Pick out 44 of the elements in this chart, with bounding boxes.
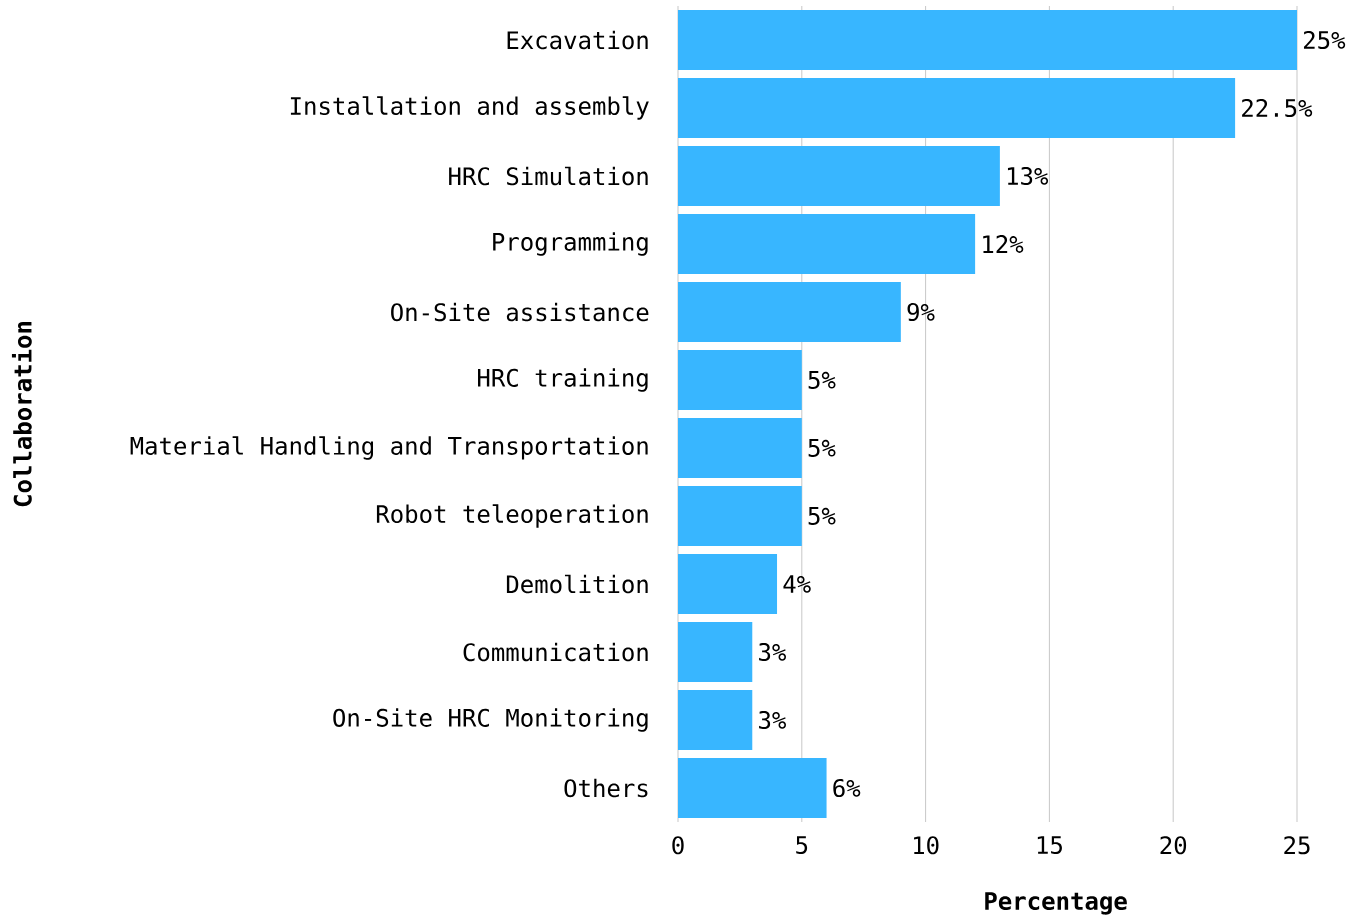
y-tick-label: On-Site HRC Monitoring <box>333 708 648 732</box>
y-tick-label: Material Handling and Transportation <box>130 436 648 460</box>
data-label: 4% <box>783 575 811 593</box>
x-tick-label: 20 <box>1160 836 1187 855</box>
bar <box>678 622 753 683</box>
bar <box>678 282 901 343</box>
y-tick-label: Excavation <box>507 30 648 50</box>
x-tick-label: 10 <box>914 836 939 855</box>
x-tick-label: 5 <box>796 836 808 855</box>
y-tick-label: Others <box>564 778 648 798</box>
data-label: 5% <box>808 371 836 390</box>
x-tick-label: 0 <box>672 836 684 855</box>
x-tick-label: 15 <box>1037 836 1062 855</box>
data-label: 6% <box>833 779 861 798</box>
y-tick-label: Communication <box>463 642 648 662</box>
data-label: 9% <box>907 303 935 322</box>
x-tick-label: 25 <box>1284 836 1310 855</box>
bar <box>678 78 1236 139</box>
data-label: 3% <box>759 643 786 662</box>
data-label: 13% <box>1007 167 1049 186</box>
bar <box>678 690 753 751</box>
bar <box>678 418 802 479</box>
data-label: 5% <box>808 507 836 526</box>
data-label: 25% <box>1303 31 1346 50</box>
bar <box>678 486 802 547</box>
y-tick-label: Robot teleoperation <box>376 504 648 528</box>
bar <box>678 214 976 275</box>
data-label: 5% <box>808 439 836 458</box>
bar <box>678 350 802 411</box>
y-tick-label: Installation and assembly <box>290 96 649 120</box>
bar <box>678 146 1000 207</box>
y-tick-label: Programming <box>493 232 648 256</box>
bar <box>678 10 1297 71</box>
y-tick-label: HRC Simulation <box>449 166 648 186</box>
y-tick-label: HRC training <box>478 368 648 392</box>
y-axis-title: Collaboration <box>11 322 32 507</box>
data-label: 12% <box>983 235 1024 254</box>
bar <box>678 758 827 819</box>
y-tick-label: Demolition <box>506 574 648 594</box>
bar <box>678 554 778 615</box>
y-tick-label: On-Site assistance <box>391 302 649 322</box>
data-label: 3% <box>759 711 786 730</box>
data-label: 22.5% <box>1242 99 1313 118</box>
x-axis-title: Percentage <box>985 892 1127 915</box>
